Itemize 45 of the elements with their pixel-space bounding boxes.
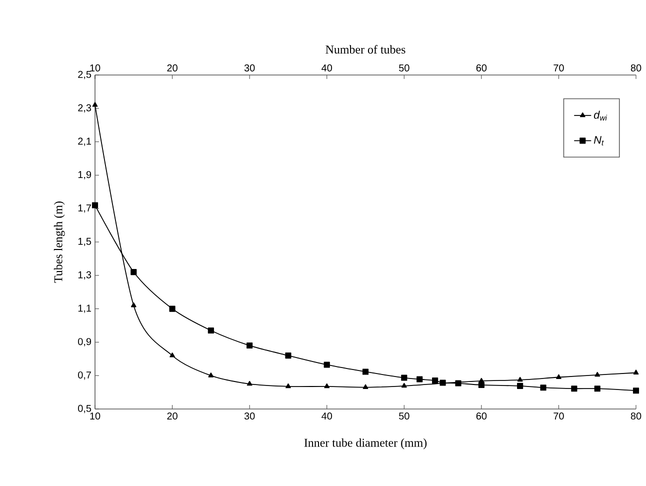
y-tick-label: 1,9 — [78, 171, 92, 180]
x-tick-label: 20 — [167, 64, 178, 72]
x-tick-label: 40 — [322, 64, 332, 72]
y-tick-label: 1,7 — [78, 204, 91, 213]
y-tick-label: 1,3 — [78, 271, 92, 280]
x2-tick-label: 70 — [554, 412, 564, 420]
x-tick-label: 30 — [244, 64, 255, 72]
x2-tick-label: 20 — [167, 412, 178, 420]
point — [130, 302, 136, 308]
y-tick-label: 2,3 — [78, 104, 92, 113]
y-tick-label: 2,1 — [78, 138, 92, 146]
x2-tick-label: 10 — [90, 412, 100, 420]
x-axis-title: Inner tube diameter (mm) — [304, 438, 427, 450]
point — [633, 370, 639, 374]
point — [92, 102, 98, 107]
x2-tick-label: 40 — [322, 412, 332, 420]
point — [170, 352, 175, 358]
x2-tick-label: 80 — [630, 412, 642, 420]
y-tick-label: 0,9 — [78, 338, 92, 346]
y-tick-label: 1,5 — [78, 238, 92, 246]
y-tick-label: 0,5 — [78, 404, 92, 414]
legend-label: d$_{wi}$ — [594, 110, 608, 120]
point — [362, 384, 368, 390]
point — [594, 372, 600, 377]
x2-tick-label: 50 — [399, 412, 410, 420]
x-tick-label: 50 — [399, 64, 410, 72]
point — [208, 372, 214, 378]
x-tick-label: 10 — [90, 64, 100, 72]
point — [286, 383, 291, 388]
x-tick-label: 60 — [476, 64, 487, 72]
x2-tick-label: 30 — [244, 412, 255, 420]
point — [401, 382, 407, 388]
point — [517, 376, 523, 382]
legend-label: N$_{t}$ — [594, 136, 604, 146]
point — [556, 374, 562, 379]
point — [324, 383, 330, 388]
y-tick-label: 0,7 — [78, 371, 91, 380]
y-axis-title: Tubes length (m) — [54, 202, 65, 283]
x2-axis-title: Number of tubes — [326, 45, 406, 54]
x-tick-label: 70 — [554, 64, 564, 72]
x-tick-label: 80 — [630, 64, 642, 72]
y-tick-label: 2,5 — [78, 70, 92, 80]
point — [246, 380, 252, 386]
x2-tick-label: 60 — [476, 412, 487, 420]
y-tick-label: 1,1 — [78, 304, 92, 313]
